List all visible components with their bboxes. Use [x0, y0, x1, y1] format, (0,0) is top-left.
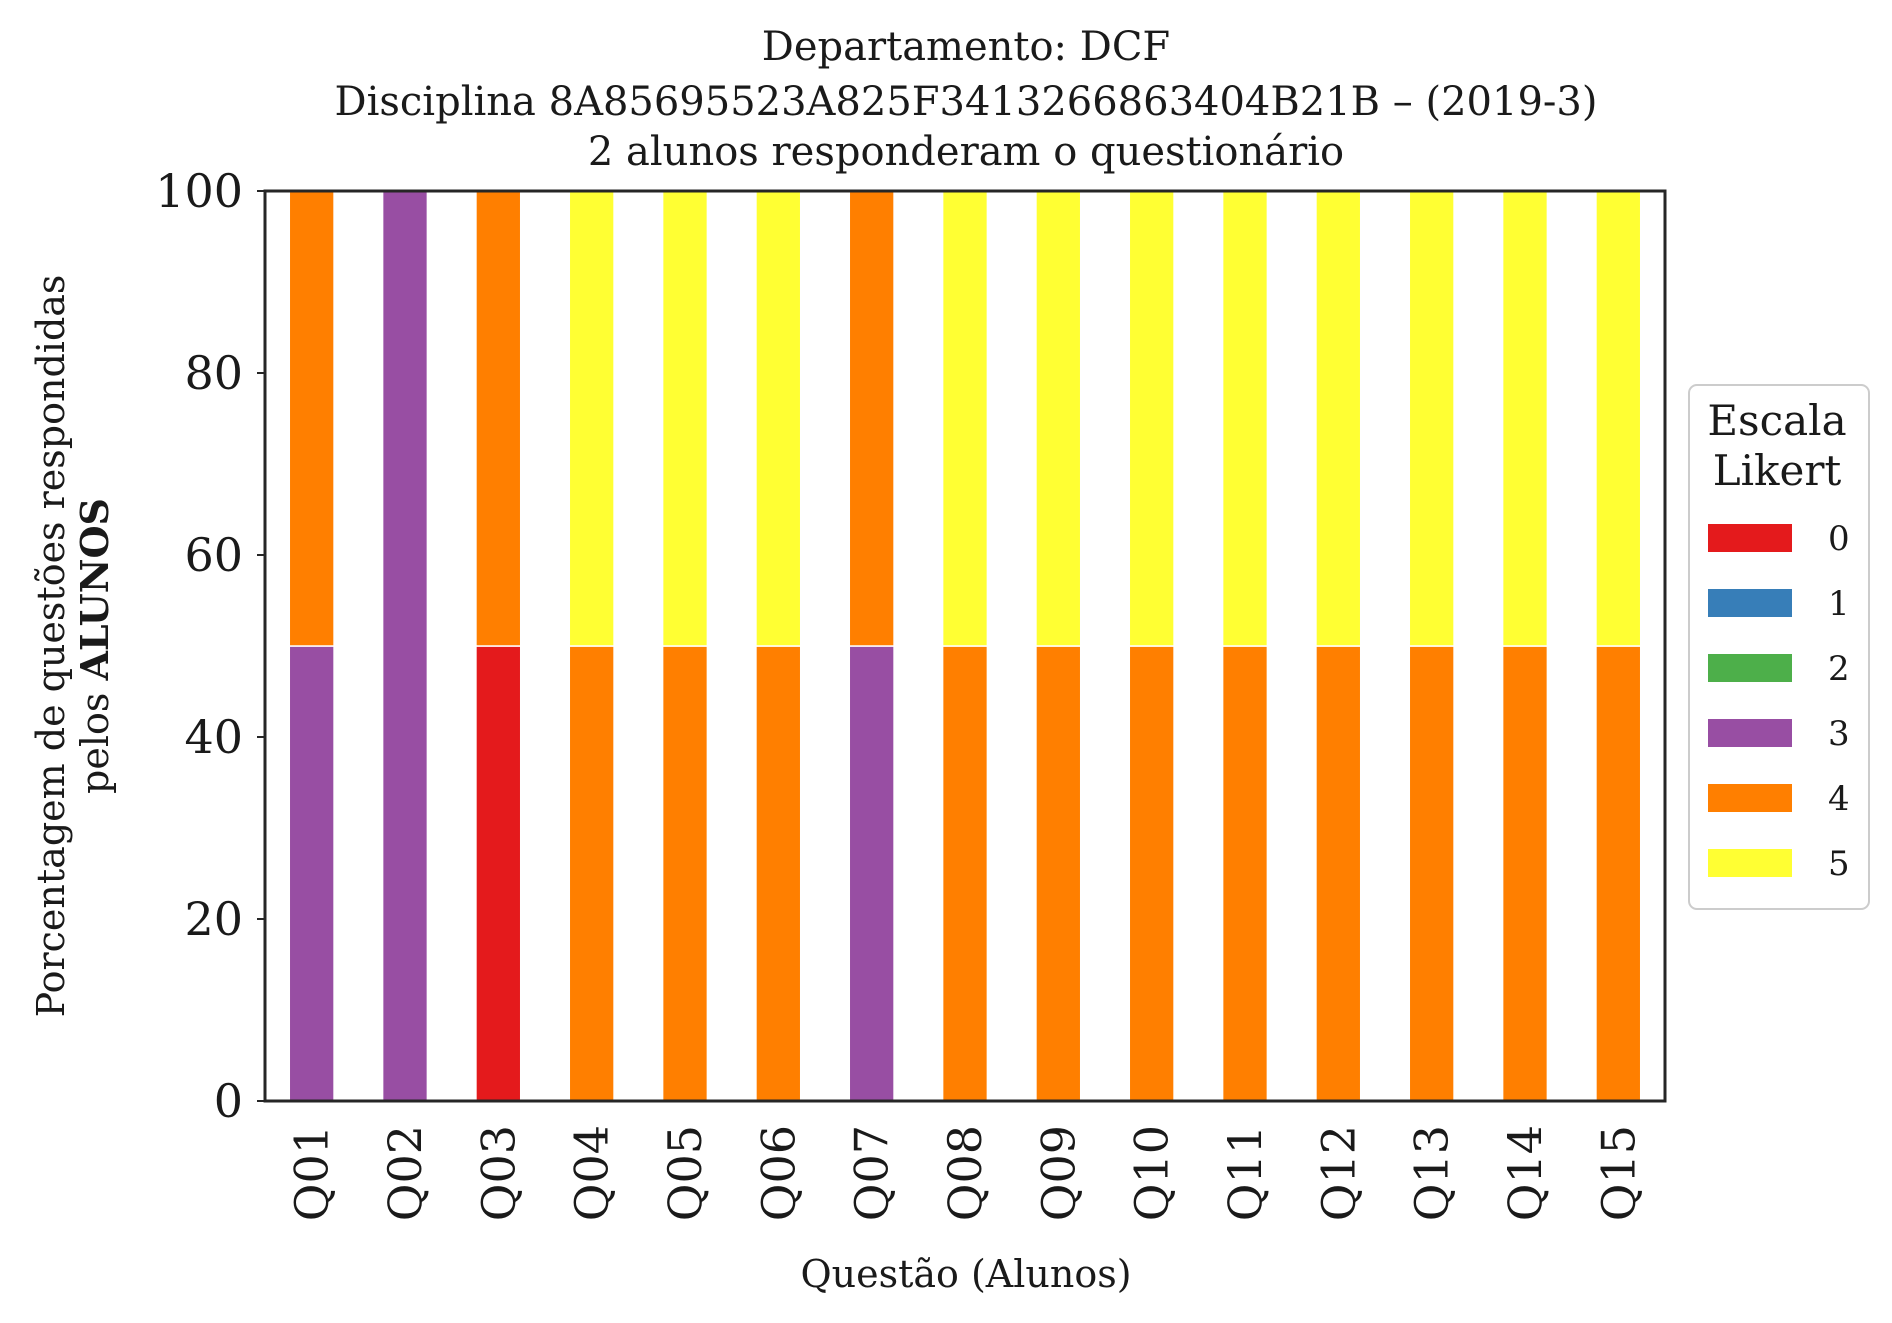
x-tick-label: Q07	[845, 1125, 899, 1221]
bar-q10-likert-5	[1128, 190, 1175, 647]
y-axis-label-bold: ALUNOS	[72, 498, 117, 682]
bar-q06-likert-4	[755, 645, 802, 1102]
bar-q06-likert-5	[755, 190, 802, 647]
bar-q04-likert-4	[568, 645, 615, 1102]
x-tick-label: Q11	[1218, 1125, 1272, 1221]
x-tick-label: Q10	[1125, 1125, 1179, 1221]
legend-title-line-2: Likert	[1713, 446, 1842, 495]
bar-q12-likert-4	[1315, 645, 1362, 1102]
title-line-1: Departamento: DCF	[762, 24, 1170, 70]
legend-swatch-3	[1708, 719, 1792, 747]
bar-q07-likert-3	[848, 645, 895, 1102]
y-tick-label: 20	[184, 892, 243, 946]
bar-q08-likert-5	[941, 190, 989, 647]
bar-q11-likert-4	[1221, 645, 1269, 1102]
bar-q13-likert-5	[1408, 190, 1455, 647]
x-tick-label: Q02	[378, 1125, 432, 1221]
bar-q05-likert-4	[661, 645, 709, 1102]
legend-title-line-1: Escala	[1707, 396, 1846, 445]
legend-label-4: 4	[1828, 779, 1850, 819]
y-axis-label-line-1: Porcentagem de questões respondidas	[29, 275, 73, 1018]
x-tick-label: Q15	[1591, 1125, 1645, 1221]
y-axis-label: Porcentagem de questões respondidas pelo…	[29, 275, 117, 1018]
legend-label-0: 0	[1828, 519, 1850, 559]
x-tick-label: Q01	[285, 1125, 339, 1221]
bar-q09-likert-4	[1035, 645, 1082, 1102]
bar-q15-likert-5	[1595, 190, 1642, 647]
x-tick-label: Q05	[658, 1125, 712, 1221]
y-tick-label: 60	[184, 528, 243, 582]
bar-q04-likert-5	[568, 190, 615, 647]
x-tick-label: Q08	[938, 1125, 992, 1221]
x-tick-label: Q14	[1498, 1125, 1552, 1221]
legend: Escala Likert 0 1 2 3 4 5	[1688, 384, 1870, 910]
bars-group	[288, 190, 1642, 1102]
x-tick-label: Q13	[1405, 1125, 1459, 1221]
legend-swatch-4	[1708, 784, 1792, 812]
x-axis-label: Questão (Alunos)	[800, 1252, 1131, 1296]
y-tick-label: 40	[184, 710, 243, 764]
bar-q12-likert-5	[1315, 190, 1362, 647]
x-tick-label: Q12	[1311, 1125, 1365, 1221]
y-tick-label: 80	[184, 346, 243, 400]
bar-q07-likert-4	[848, 190, 895, 647]
legend-swatch-0	[1708, 524, 1792, 552]
legend-swatch-2	[1708, 654, 1792, 682]
x-tick-label: Q09	[1031, 1125, 1085, 1221]
legend-label-3: 3	[1828, 714, 1850, 754]
bar-q14-likert-4	[1501, 645, 1549, 1102]
bar-q08-likert-4	[941, 645, 989, 1102]
bar-q09-likert-5	[1035, 190, 1082, 647]
bar-q15-likert-4	[1595, 645, 1642, 1102]
bar-q11-likert-5	[1221, 190, 1269, 647]
legend-label-2: 2	[1828, 649, 1850, 689]
legend-items: 0 1 2 3 4 5	[1708, 519, 1850, 884]
x-tick-label: Q03	[471, 1125, 525, 1221]
legend-swatch-5	[1708, 849, 1792, 877]
bar-q01-likert-4	[288, 190, 335, 647]
title-line-2: Disciplina 8A85695523A825F3413266863404B…	[335, 79, 1598, 125]
legend-label-5: 5	[1828, 844, 1850, 884]
legend-frame	[1688, 384, 1870, 910]
chart-title: Departamento: DCF Disciplina 8A85695523A…	[335, 24, 1598, 175]
legend-label-1: 1	[1828, 584, 1850, 624]
bar-q03-likert-4	[475, 190, 522, 647]
bar-q01-likert-3	[288, 645, 335, 1102]
bar-q13-likert-4	[1408, 645, 1455, 1102]
bar-q05-likert-5	[661, 190, 709, 647]
y-axis-ticks: 0 20 40 60 80 100	[155, 164, 265, 1128]
x-axis-ticks: Q01 Q02 Q03 Q04 Q05 Q06 Q07 Q08 Q09 Q10 Q11 Q12 Q13 Q…	[285, 1125, 1646, 1221]
title-line-3: 2 alunos responderam o questionário	[588, 129, 1344, 175]
bar-q03-likert-0	[475, 645, 522, 1102]
y-axis-label-prefix: pelos	[73, 681, 117, 794]
bar-q10-likert-4	[1128, 645, 1175, 1102]
x-tick-label: Q06	[751, 1125, 805, 1221]
bar-q02-likert-3	[381, 190, 429, 1102]
y-tick-label: 0	[214, 1074, 243, 1128]
x-tick-label: Q04	[565, 1125, 619, 1221]
y-tick-label: 100	[155, 164, 243, 218]
y-axis-label-line-2: pelos ALUNOS	[72, 498, 117, 794]
legend-swatch-1	[1708, 589, 1792, 617]
plot-frame	[263, 189, 1667, 1103]
bar-q14-likert-5	[1501, 190, 1549, 647]
